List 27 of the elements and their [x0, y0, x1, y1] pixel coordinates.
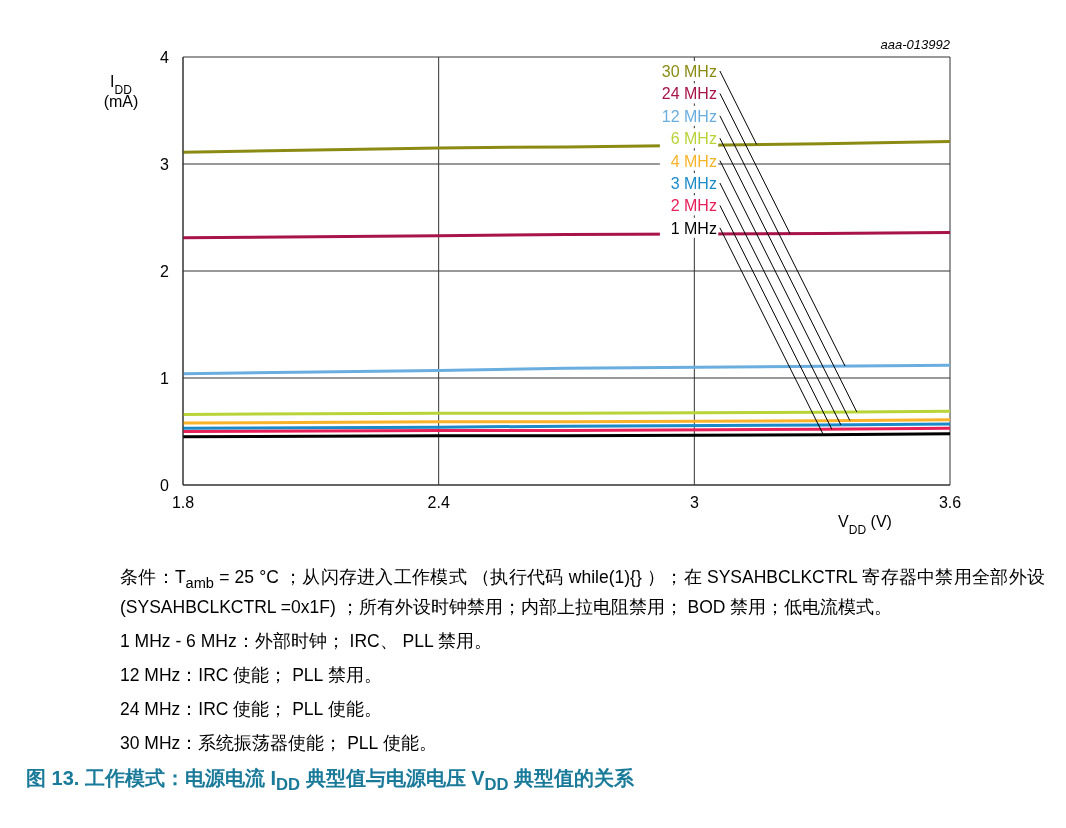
x-tick-label: 3 [689, 494, 699, 512]
x-tick-label: 1.8 [171, 494, 195, 512]
y-tick-label: 2 [160, 262, 170, 280]
text: aaa-013992 [880, 37, 951, 52]
text: 2 MHz [670, 197, 717, 215]
text: 条件：T$_{amb}$ = 25 °C ；从闪存进入工作模式 （执行代码 while(1){} ）；在 SYSAHBCLKCTRL 寄存器中禁用全部外设 (SYSAHBCLKCTRL =0x1F) ；所有外设时钟禁用；内部上拉电阻禁用； BOD 禁用；低电流模式。 [120, 566, 1045, 619]
text: 30 MHz：系统振荡器使能； PLL 使能。 [120, 731, 438, 755]
line-series [183, 363, 950, 376]
y-tick-label: 3 [160, 155, 170, 173]
text: 12 MHz [661, 107, 717, 125]
text: 1 MHz - 6 MHz：外部时钟； IRC、 PLL 禁用。 [120, 629, 493, 653]
text: 4 MHz [670, 152, 717, 170]
text: 24 MHz [661, 85, 717, 103]
x-tick-label: 2.4 [427, 494, 450, 512]
text: 12 MHz：IRC 使能； PLL 禁用。 [120, 663, 383, 687]
x-axis-title: V$_{DD}$ (V) [838, 513, 892, 537]
y-tick-label: 1 [160, 369, 170, 387]
text: 3 MHz [670, 175, 717, 192]
text: 24 MHz：IRC 使能； PLL 使能。 [120, 697, 383, 721]
y-axis-title: I$_{DD}$ (mA) [103, 73, 139, 110]
text: 图 13. 工作模式：电源电流 I$_{DD}$ 典型值与电源电压 V$_{DD}$ 典型值的关系 [26, 765, 636, 795]
text: 1 MHz [670, 219, 717, 237]
y-tick-label: 0 [160, 476, 170, 494]
text: 30 MHz [661, 63, 717, 80]
text: 6 MHz [670, 130, 717, 148]
x-tick-label: 3.6 [938, 494, 962, 512]
y-tick-label: 4 [160, 48, 170, 66]
